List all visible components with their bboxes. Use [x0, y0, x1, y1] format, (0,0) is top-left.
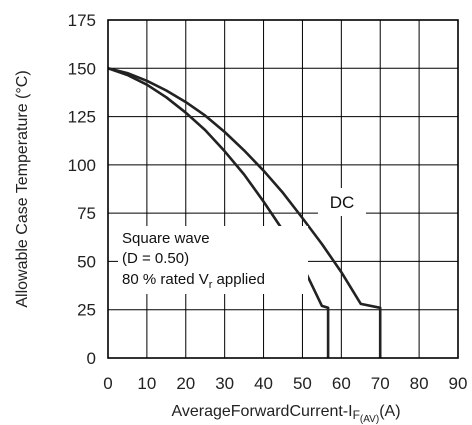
- x-tick-label-9: 90: [449, 374, 468, 393]
- x-tick-label-5: 50: [293, 374, 312, 393]
- x-axis-title: AverageForwardCurrent-IF(AV)(A): [171, 403, 400, 425]
- x-tick-label-4: 40: [254, 374, 273, 393]
- square-wave-annotation-line2: (D = 0.50): [122, 250, 189, 267]
- applied-text: applied: [212, 271, 265, 288]
- x-axis-title-unit: (A): [379, 403, 400, 420]
- y-tick-label-2: 50: [77, 252, 96, 271]
- plot-frame: [107, 19, 459, 359]
- x-axis-title-main: AverageForwardCurrent-I: [171, 403, 352, 420]
- square-wave-annotation-box: [118, 226, 308, 294]
- rated-v-text: 80 % rated V: [122, 271, 209, 288]
- y-tick-label-5: 125: [68, 108, 96, 127]
- y-tick-label-7: 175: [68, 11, 96, 30]
- square-wave-annotation-line3: 80 % rated Vr applied: [122, 271, 265, 291]
- rated-v-subscript: r: [209, 279, 213, 291]
- y-axis-title: Allowable Case Temperature (°C): [14, 70, 31, 307]
- dc-label-box: [318, 188, 366, 216]
- x-axis-title-sub2: (AV): [360, 414, 379, 425]
- x-tick-label-2: 20: [176, 374, 195, 393]
- x-tick-label-1: 10: [137, 374, 156, 393]
- y-tick-labels: 0 25 50 75 100 125 150 175: [68, 11, 96, 368]
- series-dc-line: [107, 67, 382, 358]
- series-square-wave-line: [107, 67, 330, 358]
- curves: [107, 67, 382, 358]
- y-tick-label-3: 75: [77, 204, 96, 223]
- y-tick-label-1: 25: [77, 301, 96, 320]
- square-wave-annotation-line1: Square wave: [122, 230, 210, 247]
- y-tick-label-4: 100: [68, 156, 96, 175]
- x-tick-label-7: 70: [371, 374, 390, 393]
- x-tick-label-0: 0: [103, 374, 112, 393]
- grid-lines: [108, 20, 458, 358]
- x-tick-labels: 0 10 20 30 40 50 60 70 80 90: [103, 374, 467, 393]
- x-tick-label-3: 30: [215, 374, 234, 393]
- y-tick-label-0: 0: [87, 349, 96, 368]
- x-tick-label-6: 60: [332, 374, 351, 393]
- dc-label: DC: [330, 193, 355, 212]
- x-axis-title-sub: F: [353, 408, 360, 422]
- x-tick-label-8: 80: [410, 374, 429, 393]
- y-tick-label-6: 150: [68, 59, 96, 78]
